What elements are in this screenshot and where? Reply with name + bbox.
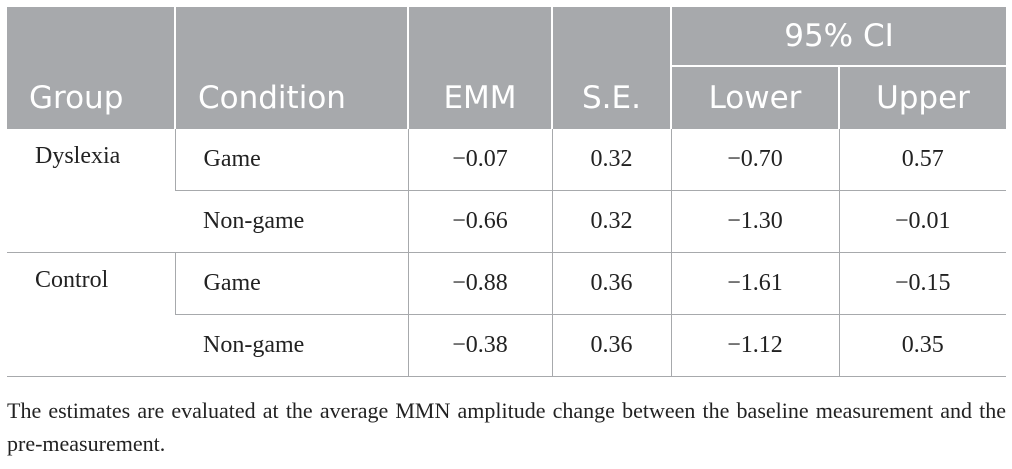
upper-cell: −0.15 <box>838 252 1007 315</box>
emm-cell: −0.07 <box>407 129 552 191</box>
emm-cell: −0.88 <box>407 252 552 315</box>
header-empty-cell <box>551 7 671 66</box>
emm-table: 95% CI Group Condition EMM S.E. Lower Up… <box>7 7 1007 377</box>
header-ci-label: 95% CI <box>669 7 1007 67</box>
header-row-columns: Group Condition EMM S.E. Lower Upper <box>7 66 1007 129</box>
table-footnote: The estimates are evaluated at the avera… <box>7 398 1006 456</box>
upper-cell: 0.35 <box>838 314 1007 377</box>
table-row: Non-game −0.66 0.32 −1.30 −0.01 <box>7 190 1007 253</box>
lower-cell: −1.30 <box>670 190 839 253</box>
header-condition: Condition <box>174 66 408 129</box>
group-cell-control: Control <box>7 252 175 377</box>
lower-cell: −1.61 <box>670 252 839 315</box>
se-cell: 0.32 <box>551 190 671 253</box>
header-group: Group <box>7 66 175 129</box>
table-row: Control Game −0.88 0.36 −1.61 −0.15 <box>7 252 1007 377</box>
condition-cell: Non-game <box>175 190 408 253</box>
table-body: Dyslexia Game −0.07 0.32 −0.70 0.57 Non-… <box>7 129 1007 377</box>
header-empty-cell <box>7 7 175 66</box>
condition-cell: Game <box>174 129 408 191</box>
table-row: Non-game −0.38 0.36 −1.12 0.35 <box>7 314 1007 377</box>
group-cell-dyslexia: Dyslexia <box>7 129 175 253</box>
emm-cell: −0.66 <box>407 190 552 253</box>
lower-cell: −1.12 <box>670 314 839 377</box>
table-header: 95% CI Group Condition EMM S.E. Lower Up… <box>7 7 1007 129</box>
se-cell: 0.36 <box>551 252 671 315</box>
lower-cell: −0.70 <box>670 129 839 191</box>
header-row-top: 95% CI <box>7 7 1007 67</box>
header-upper: Upper <box>837 66 1007 129</box>
condition-cell: Non-game <box>175 314 408 377</box>
header-lower: Lower <box>670 66 839 129</box>
header-se: S.E. <box>551 66 671 129</box>
table-row: Dyslexia Game −0.07 0.32 −0.70 0.57 <box>7 129 1007 253</box>
emm-cell: −0.38 <box>407 314 552 377</box>
se-cell: 0.36 <box>551 314 671 377</box>
upper-cell: 0.57 <box>838 129 1007 191</box>
header-empty-cell <box>407 7 552 66</box>
se-cell: 0.32 <box>551 129 671 191</box>
upper-cell: −0.01 <box>838 190 1007 253</box>
condition-cell: Game <box>174 252 408 315</box>
header-empty-cell <box>174 7 408 66</box>
header-emm: EMM <box>407 66 552 129</box>
